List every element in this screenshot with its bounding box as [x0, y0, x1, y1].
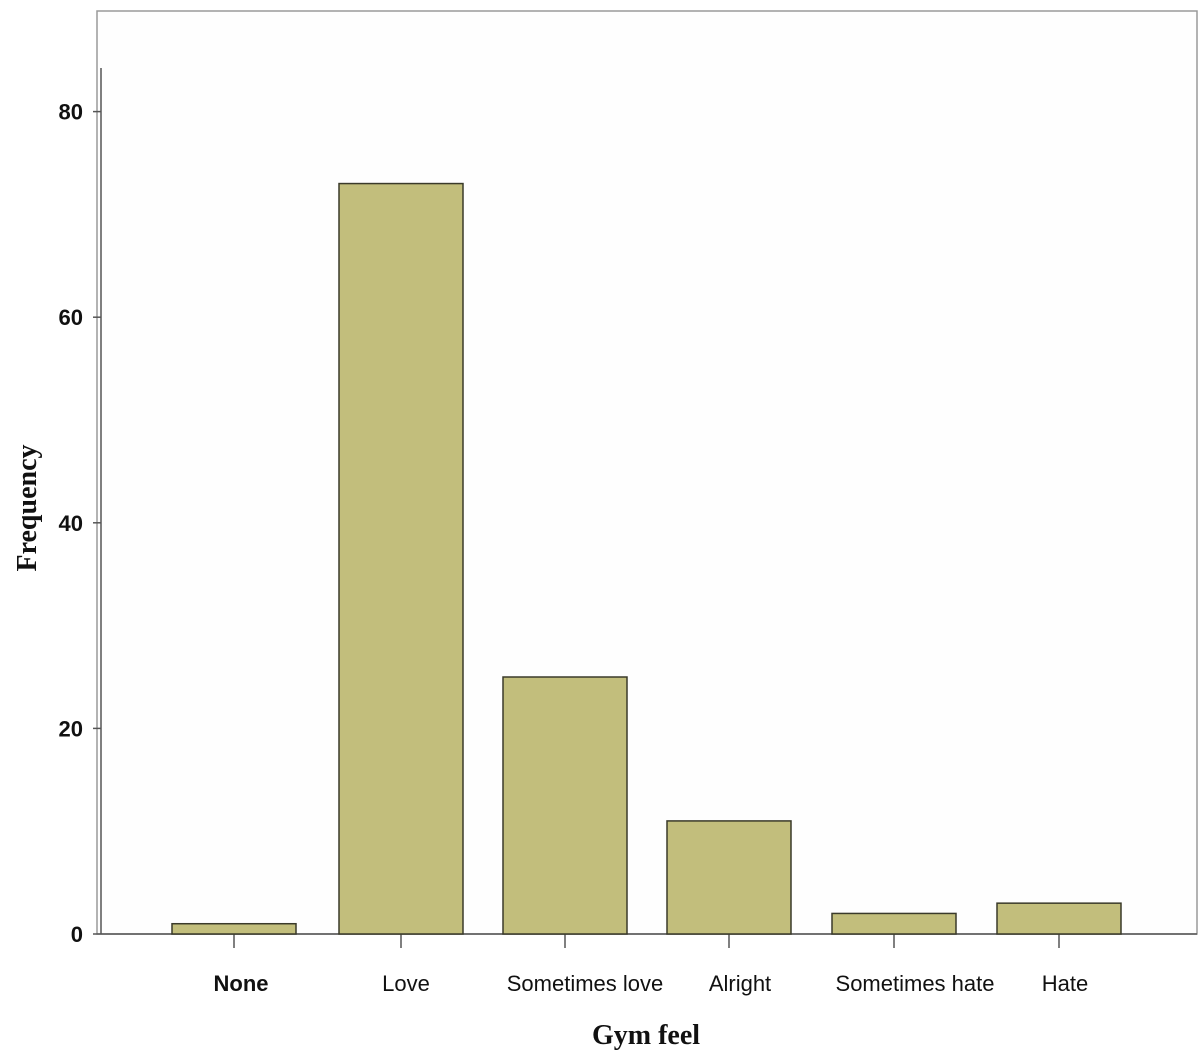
bar-alright — [666, 820, 792, 935]
plot-frame — [96, 10, 1198, 935]
y-axis: 0 20 40 60 80 — [59, 68, 102, 947]
y-tick-label: 60 — [59, 305, 83, 330]
category-labels: None Love Sometimes love Alright Sometimes h… — [214, 971, 1089, 996]
y-axis-title: Frequency — [12, 444, 43, 571]
x-tick-label: None — [214, 971, 269, 996]
x-tick-label: Love — [382, 971, 430, 996]
y-tick-label: 0 — [71, 922, 83, 947]
x-tick-label: Sometimes hate — [836, 971, 995, 996]
x-axis-title: Gym feel — [592, 1020, 700, 1051]
x-axis — [101, 933, 1197, 948]
bar-none — [171, 922, 297, 935]
y-tick-label: 80 — [59, 100, 83, 125]
y-tick-label: 20 — [59, 716, 83, 741]
bar-sometimes-love — [502, 676, 628, 935]
bar-love — [338, 182, 464, 935]
x-tick-label: Sometimes love — [507, 971, 664, 996]
x-tick-label: Alright — [709, 971, 771, 996]
bar-sometimes-hate — [831, 912, 957, 935]
bars — [171, 182, 1122, 935]
x-tick-label: Hate — [1042, 971, 1088, 996]
bar-hate — [996, 902, 1122, 935]
y-tick-label: 40 — [59, 511, 83, 536]
